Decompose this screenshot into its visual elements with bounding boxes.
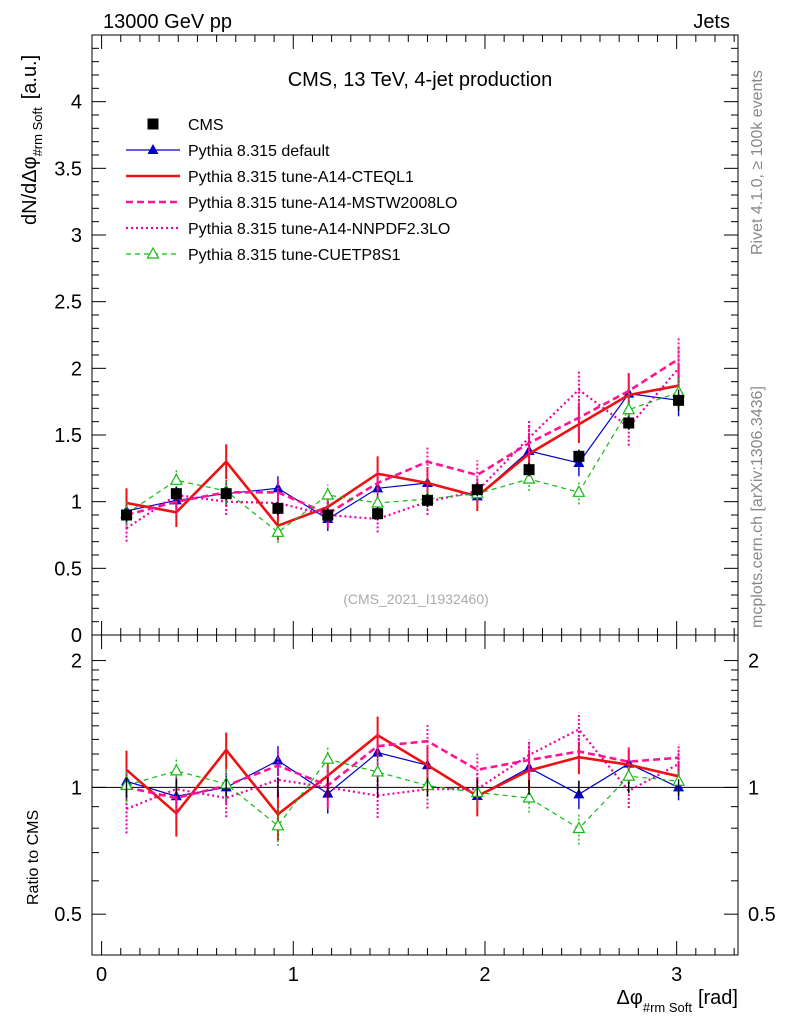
data-point [523,464,535,476]
x-axis-label-main: Δφ [617,987,643,1009]
axis-ticks: 0 1 2 3 0 0.5 1 1.5 2 2.5 3 3.5 4 0.5 0.5 1 1 2 2 [54,35,776,986]
ratio-series-line [125,733,679,817]
analysis-watermark: (CMS_2021_I1932460) [343,591,489,607]
legend-marker [147,118,159,130]
ratio-data-point [271,818,285,831]
y-axis-label-main: dN/dΔφ [19,156,41,225]
ratio-tick-label-right: 0.5 [748,904,776,926]
legend-entry: Pythia 8.315 tune-A14-MSTW2008LO [126,195,457,212]
data-point [471,484,483,496]
x-axis-label-unit: [rad] [698,987,738,1009]
svg-text:dN/dΔφ#rm Soft[a.u.]: dN/dΔφ#rm Soft [a.u.] [19,55,45,225]
y-axis-label-sub: #rm Soft [30,107,45,157]
ratio-tick-label: 1 [71,777,82,799]
ratio-series-line [126,728,680,810]
ratio-series-line [126,758,679,830]
y-tick-label: 3 [71,225,82,247]
y-tick-label: 2.5 [54,292,82,314]
series-layer [119,337,686,846]
ratio-tick-label: 0.5 [54,904,82,926]
data-point [372,508,384,520]
ratio-tick-label-right: 1 [748,777,759,799]
ratio-panel-frame [91,634,739,956]
data-point [322,509,334,521]
x-tick-label: 1 [288,964,299,986]
legend-label: Pythia 8.315 tune-A14-NNPDF2.3LO [188,221,450,238]
data-point [421,494,433,506]
legend-label: CMS [188,117,224,134]
y-tick-label: 0 [71,625,82,647]
y-tick-label: 0.5 [54,558,82,580]
data-point [272,502,284,514]
data-point [522,471,536,484]
x-tick-label: 0 [96,964,107,986]
legend-entry: Pythia 8.315 tune-CUETP8S1 [126,246,401,264]
y-tick-label: 3.5 [54,158,82,180]
series-line [126,391,679,534]
legend-label: Pythia 8.315 tune-A14-CTEQL1 [188,169,414,186]
ratio-y-axis-label: Ratio to CMS [25,810,42,905]
ratio-data-point [522,790,536,803]
data-point [272,482,284,493]
legend-marker [146,246,160,259]
header-beam: 13000 GeV pp [103,11,232,33]
y-axis-label-unit: [a.u.] [19,55,41,99]
y-tick-label: 1.5 [54,425,82,447]
y-tick-label: 4 [71,92,82,114]
header-process: Jets [693,11,730,33]
legend: CMS Pythia 8.315 default Pythia 8.315 tune… [126,117,457,264]
rivet-version-label: Rivet 4.1.0, ≥ 100k events [749,70,766,255]
legend-marker [147,144,159,154]
ratio-data-point [169,763,183,776]
ratio-series-line [126,739,679,800]
data-point [573,450,585,462]
data-point [170,488,182,500]
ratio-tick-label-right: 2 [748,651,759,673]
data-point [371,495,385,508]
series-0 [121,389,685,798]
ratio-data-point [321,751,335,764]
legend-label: Pythia 8.315 default [188,143,330,160]
plot-title: CMS, 13 TeV, 4-jet production [288,69,553,91]
legend-entry: CMS [147,117,224,134]
series-line [126,357,680,517]
data-point [623,417,635,429]
data-point [271,525,285,537]
data-point [169,473,183,485]
y-tick-label: 2 [71,358,82,380]
data-point [321,487,335,500]
ratio-tick-label: 2 [71,651,82,673]
data-point [121,509,133,521]
data-point [572,485,586,497]
data-point [673,394,685,406]
series-3 [125,337,680,818]
legend-label: Pythia 8.315 tune-A14-MSTW2008LO [188,195,457,212]
series-line [125,367,680,530]
ratio-data-point [371,764,385,777]
y-axis-label: dN/dΔφ#rm Soft [a.u.] [19,55,45,225]
series-line [126,393,679,520]
legend-entry: Pythia 8.315 tune-A14-NNPDF2.3LO [126,221,450,238]
data-point [622,402,636,415]
legend-entry: Pythia 8.315 default [126,143,330,160]
ratio-data-point [622,768,636,781]
mcplots-label: mcplots.cern.ch [arXiv:1306.3436] [749,386,766,628]
x-axis-label-sub: #rm Soft [643,1000,693,1015]
legend-label: Pythia 8.315 tune-CUETP8S1 [188,247,401,264]
y-tick-label: 1 [71,492,82,514]
legend-entry: Pythia 8.315 tune-A14-CTEQL1 [126,169,414,186]
x-tick-label: 2 [479,964,490,986]
data-point [220,488,232,500]
x-tick-label: 3 [671,964,682,986]
series-line [126,384,679,528]
ratio-data-point [572,821,586,834]
x-axis-label: Δφ#rm Soft [rad] [617,987,738,1015]
